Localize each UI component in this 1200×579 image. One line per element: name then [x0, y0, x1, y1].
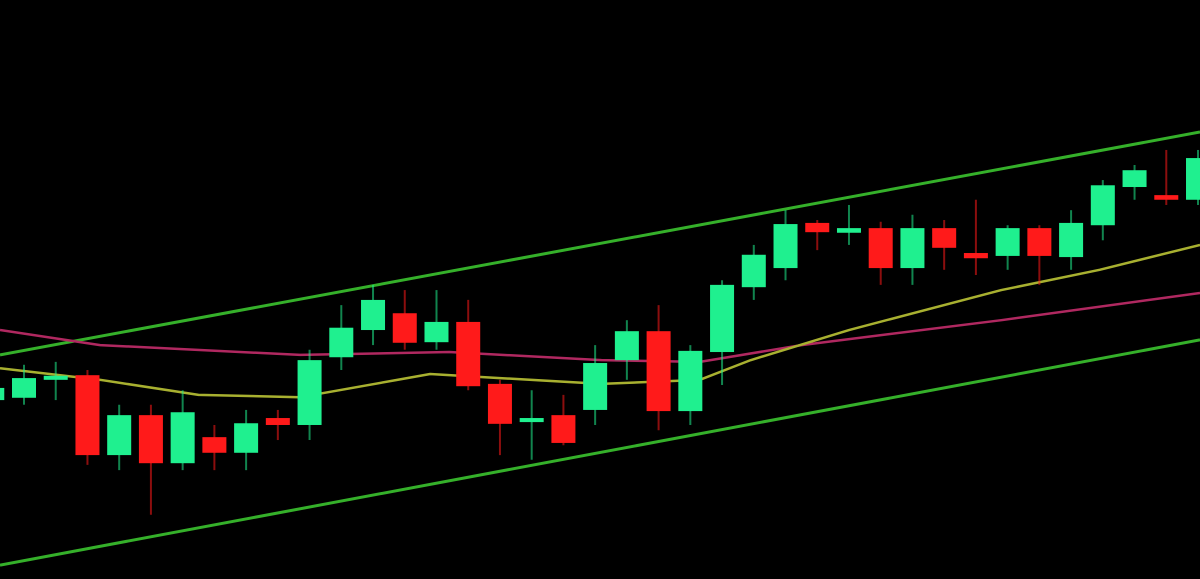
- candle-down: [138, 404, 163, 515]
- candle-body: [741, 254, 766, 288]
- candle-down: [551, 394, 576, 446]
- candle-up: [900, 214, 925, 285]
- candle-up: [583, 345, 608, 425]
- candle-up: [12, 364, 36, 405]
- candle-down: [265, 409, 290, 441]
- candle-body: [900, 228, 925, 269]
- candle-up: [710, 280, 735, 386]
- candle-up: [361, 284, 386, 346]
- candle-up: [170, 390, 195, 471]
- candle-body: [75, 375, 100, 456]
- candle-up: [234, 409, 259, 471]
- candle-body: [1122, 170, 1147, 188]
- candle-body: [297, 360, 322, 425]
- candle-up: [836, 204, 861, 245]
- candle-body: [234, 423, 259, 453]
- candle-up: [0, 387, 5, 401]
- channel-lower-line: [0, 338, 1200, 567]
- candle-body: [0, 387, 5, 401]
- candle-down: [487, 379, 512, 456]
- candle-body: [1027, 228, 1052, 256]
- candle-body: [519, 418, 544, 423]
- candle-up: [519, 390, 544, 460]
- candle-up: [995, 225, 1020, 270]
- candle-body: [424, 321, 449, 343]
- candle-up: [741, 244, 766, 300]
- candle-up: [297, 349, 322, 441]
- candle-body: [43, 375, 68, 380]
- candle-up: [107, 404, 132, 471]
- candle-down: [456, 299, 481, 391]
- candle-up: [1059, 210, 1084, 270]
- candle-body: [868, 228, 893, 269]
- candle-body: [963, 253, 988, 259]
- candle-body: [170, 412, 195, 464]
- candle-body: [392, 313, 417, 343]
- candle-up: [678, 345, 703, 425]
- candle-up: [1090, 180, 1115, 241]
- candle-up: [43, 361, 68, 401]
- candle-body: [836, 228, 861, 233]
- candle-body: [138, 415, 163, 464]
- candle-body: [487, 383, 512, 424]
- candle-down: [963, 199, 988, 276]
- candle-body: [265, 418, 290, 425]
- candle-body: [995, 228, 1020, 256]
- candle-body: [678, 350, 703, 412]
- candle-down: [1027, 225, 1052, 285]
- candle-down: [75, 369, 100, 465]
- candle-body: [12, 378, 36, 398]
- candle-down: [1154, 149, 1179, 205]
- candle-body: [583, 363, 608, 410]
- candle-body: [107, 415, 132, 456]
- candle-down: [932, 220, 957, 270]
- candle-body: [646, 331, 671, 412]
- candle-up: [424, 290, 449, 350]
- candles: [0, 149, 1200, 515]
- candle-up: [1186, 149, 1200, 205]
- candle-up: [614, 320, 639, 380]
- channel-upper-line: [0, 130, 1200, 357]
- candle-body: [551, 415, 576, 443]
- candle-body: [1154, 195, 1179, 200]
- candle-body: [1059, 222, 1084, 258]
- candle-down: [868, 221, 893, 285]
- candle-body: [773, 224, 798, 269]
- candle-up: [773, 210, 798, 281]
- candle-down: [646, 305, 671, 431]
- ma-magenta-line: [0, 291, 1200, 364]
- candle-body: [456, 321, 481, 387]
- candle-body: [710, 284, 735, 353]
- candle-body: [932, 228, 957, 248]
- candle-body: [805, 222, 830, 233]
- candle-up: [329, 305, 354, 370]
- candle-down: [392, 290, 417, 350]
- candle-down: [805, 220, 830, 251]
- candle-body: [614, 331, 639, 361]
- candle-down: [202, 424, 227, 471]
- candle-body: [202, 437, 227, 453]
- candle-body: [361, 299, 386, 331]
- candle-body: [1090, 185, 1115, 226]
- candle-body: [1186, 158, 1200, 200]
- candle-up: [1122, 165, 1147, 200]
- candle-body: [329, 327, 354, 358]
- indicator-lines: [0, 130, 1200, 567]
